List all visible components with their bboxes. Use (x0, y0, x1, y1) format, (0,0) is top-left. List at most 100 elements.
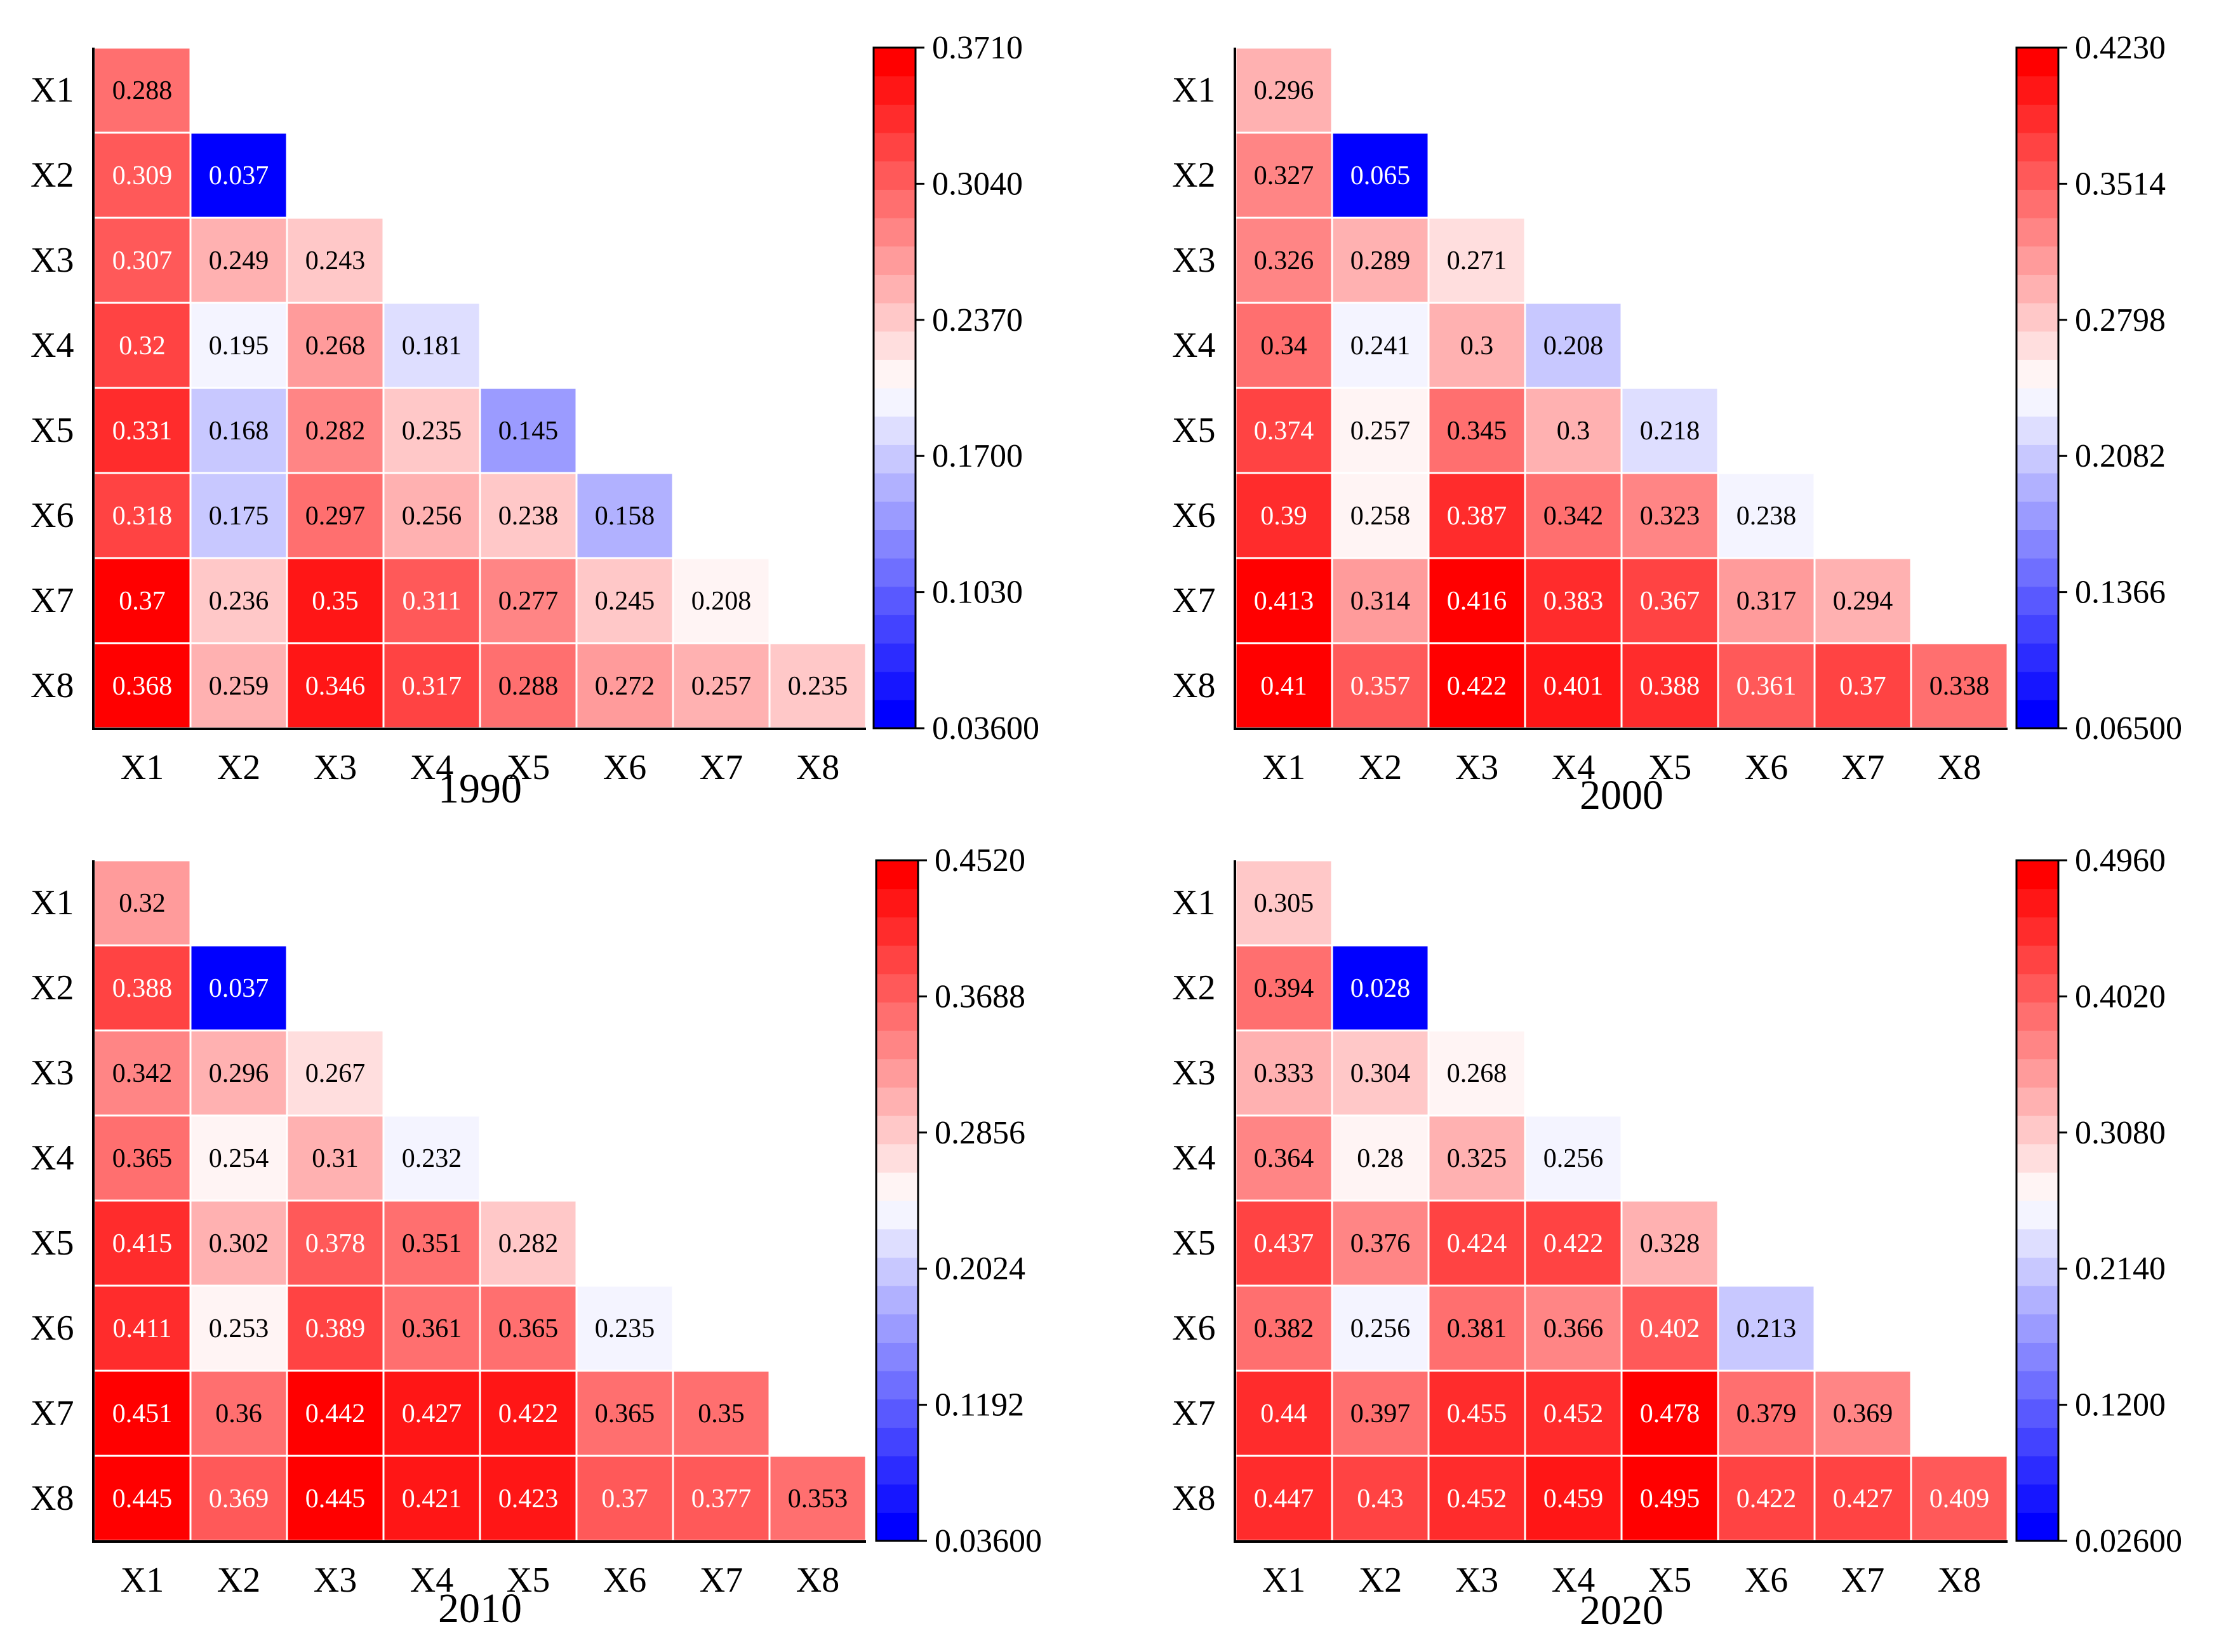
heatmap-cell (575, 472, 674, 559)
heatmap-panel-2000: 0.296 0.327 0.065 0.326 0.289 0.271 0.34 0.241 0… (1172, 30, 2182, 818)
heatmap-cell (1524, 1284, 1623, 1372)
colorbar-tick-label: 0.1200 (2075, 1387, 2166, 1423)
panel-title: 1990 (438, 766, 522, 812)
cell-value-label: 0.379 (1736, 1399, 1797, 1429)
cell-value-label: 0.41 (1260, 672, 1307, 701)
heatmap-cell (1524, 1369, 1623, 1457)
heatmap-cell (1234, 1284, 1333, 1372)
colorbar-segment (2016, 501, 2058, 530)
colorbar-tick-label: 0.03600 (935, 1523, 1042, 1559)
heatmap-cell (189, 131, 288, 219)
row-label: X3 (1172, 241, 1215, 280)
colorbar-segment (2016, 917, 2058, 946)
heatmap-cell (189, 1284, 288, 1372)
column-label: X2 (217, 1561, 260, 1600)
colorbar-tick-label: 0.2856 (935, 1115, 1025, 1151)
heatmap-cell (768, 1455, 867, 1542)
colorbar-segment (2016, 1342, 2058, 1371)
heatmap-cell (1910, 1455, 2009, 1542)
cell-value-label: 0.382 (1254, 1314, 1314, 1343)
colorbar-segment (874, 76, 916, 105)
colorbar-segment (2016, 1484, 2058, 1513)
heatmap-cell (575, 1369, 674, 1457)
colorbar-tick-label: 0.3080 (2075, 1115, 2166, 1151)
cell-value-label: 0.35 (698, 1399, 745, 1429)
heatmap-cell (1620, 557, 1719, 644)
colorbar-segment (874, 615, 916, 644)
cell-value-label: 0.297 (305, 502, 366, 531)
cell-value-label: 0.378 (305, 1229, 366, 1258)
column-label: X1 (1262, 748, 1305, 787)
colorbar-segment (2016, 1143, 2058, 1173)
cell-value-label: 0.422 (1543, 1229, 1604, 1258)
heatmap-cell (382, 1114, 481, 1202)
cell-value-label: 0.238 (1736, 502, 1797, 531)
colorbar-tick-label: 0.4960 (2075, 843, 2166, 879)
cell-value-label: 0.351 (402, 1229, 462, 1258)
heatmap-cell (1427, 1284, 1526, 1372)
row-label: X8 (30, 1479, 74, 1518)
heatmap-cell (1620, 1199, 1719, 1287)
heatmap-cell (1717, 1369, 1816, 1457)
cell-value-label: 0.256 (402, 502, 462, 531)
cell-value-label: 0.294 (1833, 587, 1893, 616)
colorbar-tick-label: 0.4230 (2075, 30, 2166, 66)
cell-value-label: 0.249 (209, 246, 269, 276)
heatmap-cell (286, 642, 385, 729)
row-label: X7 (30, 1394, 74, 1433)
cell-value-label: 0.318 (112, 502, 173, 531)
cell-value-label: 0.416 (1447, 587, 1507, 616)
cell-value-label: 0.235 (595, 1314, 655, 1343)
heatmap-cell (189, 1369, 288, 1457)
cell-value-label: 0.243 (305, 246, 366, 276)
colorbar-tick-label: 0.4020 (2075, 978, 2166, 1015)
column-label: X8 (1938, 748, 1981, 787)
heatmap-cell (93, 642, 192, 729)
heatmap-cell (1331, 387, 1430, 474)
colorbar-segment (874, 359, 916, 389)
column-label: X6 (603, 1561, 646, 1600)
colorbar-segment (2016, 558, 2058, 587)
column-label: X5 (1648, 1561, 1691, 1600)
colorbar-segment (2016, 161, 2058, 190)
cell-value-label: 0.388 (112, 974, 173, 1003)
colorbar-tick-label: 0.1366 (2075, 575, 2166, 611)
colorbar-tick-label: 0.2370 (932, 302, 1023, 338)
row-label: X1 (30, 70, 74, 110)
colorbar-segment (2016, 1030, 2058, 1060)
heatmap-cell (1427, 557, 1526, 644)
colorbar-segment (2016, 615, 2058, 644)
colorbar-frame (2015, 46, 2060, 729)
cell-value-label: 0.168 (209, 416, 269, 446)
cell-value-label: 0.346 (305, 672, 366, 701)
cell-value-label: 0.282 (498, 1229, 559, 1258)
cell-value-label: 0.365 (112, 1144, 173, 1173)
colorbar-segment (876, 1371, 918, 1400)
heatmap-cell (1427, 1029, 1526, 1117)
heatmap-cell (1524, 302, 1623, 389)
heatmap-cell (1331, 1455, 1430, 1542)
heatmap-cell (1427, 302, 1526, 389)
column-label: X5 (507, 1561, 550, 1600)
cell-value-label: 0.368 (112, 672, 173, 701)
colorbar-segment (2016, 274, 2058, 303)
cell-value-label: 0.241 (1350, 331, 1411, 361)
column-label: X7 (700, 748, 743, 787)
heatmap-cell (1717, 1284, 1816, 1372)
colorbar-segment (2016, 700, 2058, 729)
colorbar-segment (876, 1257, 918, 1286)
heatmap-cell (1524, 1455, 1623, 1542)
cell-value-label: 0.389 (305, 1314, 366, 1343)
colorbar-tick-label: 0.02600 (2075, 1523, 2182, 1559)
heatmap-cell (1620, 642, 1719, 729)
colorbar-segment (2016, 444, 2058, 474)
colorbar-segment (876, 945, 918, 975)
colorbar-segment (874, 700, 916, 729)
cell-value-label: 0.369 (209, 1484, 269, 1514)
cell-value-label: 0.455 (1447, 1399, 1507, 1429)
cell-value-label: 0.259 (209, 672, 269, 701)
cell-value-label: 0.451 (112, 1399, 173, 1429)
colorbar-segment (2016, 1116, 2058, 1145)
colorbar-segment (876, 1512, 918, 1542)
heatmap-cell (1427, 472, 1526, 559)
